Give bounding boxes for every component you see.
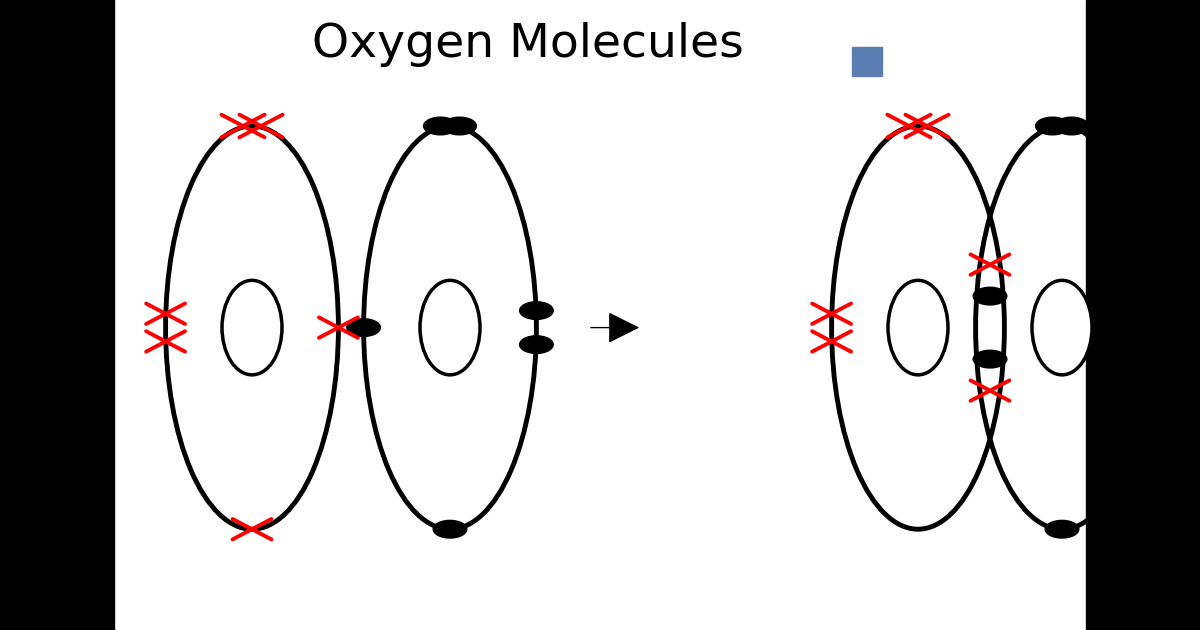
Circle shape — [424, 117, 457, 135]
Circle shape — [433, 520, 467, 538]
Text: Oxygen Molecules: Oxygen Molecules — [312, 21, 744, 67]
Bar — [1086, 0, 1200, 630]
Circle shape — [1045, 520, 1079, 538]
Circle shape — [973, 287, 1007, 305]
Bar — [852, 47, 882, 76]
Circle shape — [347, 319, 380, 336]
Ellipse shape — [222, 280, 282, 375]
Circle shape — [443, 117, 476, 135]
Circle shape — [1132, 336, 1165, 353]
Circle shape — [973, 350, 1007, 368]
Bar — [0, 0, 114, 630]
Circle shape — [1055, 117, 1088, 135]
Circle shape — [520, 302, 553, 319]
Circle shape — [1036, 117, 1069, 135]
Ellipse shape — [1032, 280, 1092, 375]
Ellipse shape — [888, 280, 948, 375]
Circle shape — [520, 336, 553, 353]
Ellipse shape — [420, 280, 480, 375]
Circle shape — [1132, 302, 1165, 319]
